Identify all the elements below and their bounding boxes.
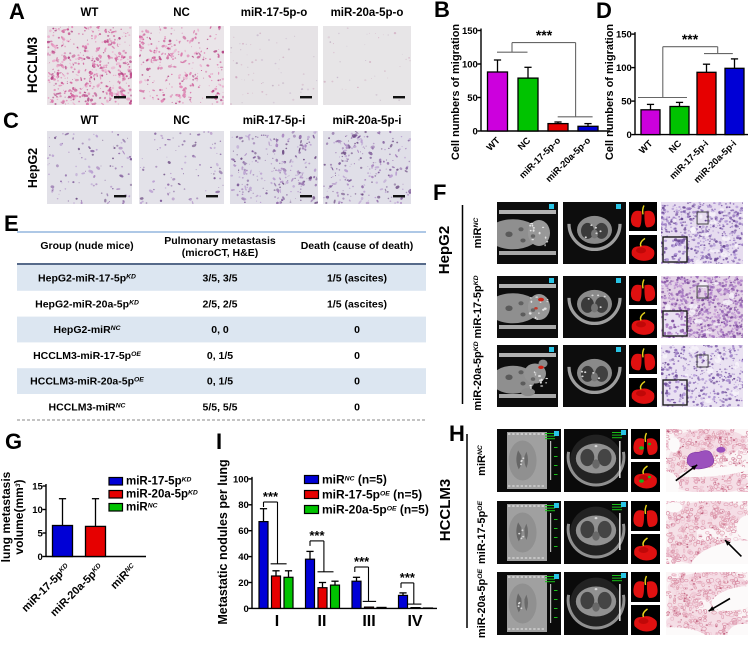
svg-text:HCCLM3-miRNC: HCCLM3-miRNC xyxy=(49,402,126,414)
svg-text:Death (cause of death): Death (cause of death) xyxy=(301,240,414,252)
svg-text:NC: NC xyxy=(173,115,190,127)
svg-text:5/5, 5/5: 5/5, 5/5 xyxy=(202,402,237,414)
svg-text:Cell numbers of migration: Cell numbers of migration xyxy=(604,24,616,161)
svg-text:100: 100 xyxy=(233,474,249,485)
svg-text:0, 0: 0, 0 xyxy=(211,324,229,336)
svg-text:0: 0 xyxy=(473,126,478,137)
svg-text:***: *** xyxy=(354,554,370,569)
svg-text:***: *** xyxy=(536,27,553,43)
svg-text:0: 0 xyxy=(354,402,360,414)
svg-text:HepG2-miR-17-5pKD: HepG2-miR-17-5pKD xyxy=(38,273,136,285)
svg-text:IV: IV xyxy=(407,613,422,630)
svg-text:60: 60 xyxy=(238,526,249,537)
svg-text:0: 0 xyxy=(38,552,43,563)
svg-text:miRNC (n=5): miRNC (n=5) xyxy=(322,473,387,487)
svg-text:0: 0 xyxy=(354,376,360,388)
svg-text:F: F xyxy=(433,180,446,205)
svg-text:miR-17-5p-o: miR-17-5p-o xyxy=(241,7,307,19)
svg-text:150: 150 xyxy=(616,30,632,41)
svg-text:miR-20a-5pOE: miR-20a-5pOE xyxy=(476,568,488,638)
svg-text:0: 0 xyxy=(627,130,632,141)
svg-text:miR-20a-5pKD: miR-20a-5pKD xyxy=(472,341,484,410)
svg-text:0: 0 xyxy=(244,604,249,615)
svg-text:0, 1/5: 0, 1/5 xyxy=(207,376,233,388)
svg-text:volume(mm3): volume(mm3) xyxy=(12,479,26,554)
svg-text:3/5, 3/5: 3/5, 3/5 xyxy=(202,273,237,285)
svg-text:G: G xyxy=(5,429,22,454)
svg-text:WT: WT xyxy=(81,115,99,127)
svg-text:miR-20a-5pKD: miR-20a-5pKD xyxy=(126,489,198,501)
svg-text:40: 40 xyxy=(238,552,249,563)
svg-text:***: *** xyxy=(682,31,699,47)
svg-text:HCCLM3-miR-17-5pOE: HCCLM3-miR-17-5pOE xyxy=(33,350,141,362)
svg-text:III: III xyxy=(362,613,375,630)
svg-text:1/5 (ascites): 1/5 (ascites) xyxy=(327,273,387,285)
svg-text:Group (nude mice): Group (nude mice) xyxy=(40,240,133,252)
svg-text:II: II xyxy=(318,613,327,630)
svg-text:H: H xyxy=(449,421,465,446)
svg-text:0: 0 xyxy=(354,324,360,336)
svg-text:***: *** xyxy=(309,528,325,543)
svg-text:0: 0 xyxy=(354,350,360,362)
svg-text:B: B xyxy=(434,0,450,22)
svg-text:HCCLM3: HCCLM3 xyxy=(25,36,40,93)
svg-text:HepG2-miRNC: HepG2-miRNC xyxy=(53,324,120,336)
svg-text:I: I xyxy=(216,429,222,454)
svg-text:15: 15 xyxy=(32,481,43,492)
svg-text:C: C xyxy=(3,108,19,133)
svg-text:NC: NC xyxy=(173,7,190,19)
svg-text:Cell numbers of migration: Cell numbers of migration xyxy=(450,24,462,161)
svg-text:***: *** xyxy=(400,570,416,585)
svg-text:150: 150 xyxy=(462,26,478,37)
svg-text:100: 100 xyxy=(462,59,478,70)
svg-text:miR-17-5pOE (n=5): miR-17-5pOE (n=5) xyxy=(322,488,422,502)
svg-text:1/5 (ascites): 1/5 (ascites) xyxy=(327,298,387,310)
svg-text:10: 10 xyxy=(32,505,43,516)
svg-text:HepG2: HepG2 xyxy=(26,148,40,188)
svg-text:A: A xyxy=(9,0,25,24)
svg-text:E: E xyxy=(4,211,19,236)
svg-text:miR-20a-5p-i: miR-20a-5p-i xyxy=(332,115,401,127)
svg-text:50: 50 xyxy=(467,93,478,104)
svg-text:***: *** xyxy=(263,489,279,504)
svg-text:HepG2: HepG2 xyxy=(436,226,453,274)
svg-text:80: 80 xyxy=(238,500,249,511)
svg-text:20: 20 xyxy=(238,578,249,589)
svg-text:Metastatic nodules per lung: Metastatic nodules per lung xyxy=(216,459,230,624)
svg-text:miR-20a-5p-o: miR-20a-5p-o xyxy=(331,7,404,19)
svg-text:miR-17-5p-i: miR-17-5p-i xyxy=(243,115,306,127)
svg-text:5: 5 xyxy=(38,528,44,539)
svg-text:HCCLM3: HCCLM3 xyxy=(437,479,454,542)
svg-text:HCCLM3-miR-20a-5pOE: HCCLM3-miR-20a-5pOE xyxy=(30,376,144,388)
svg-text:2/5, 2/5: 2/5, 2/5 xyxy=(202,298,237,310)
svg-text:D: D xyxy=(596,0,612,23)
svg-text:50: 50 xyxy=(621,97,632,108)
svg-text:miR-20a-5pOE (n=5): miR-20a-5pOE (n=5) xyxy=(322,503,429,517)
svg-text:WT: WT xyxy=(81,7,99,19)
svg-text:0, 1/5: 0, 1/5 xyxy=(207,350,233,362)
svg-text:I: I xyxy=(275,613,279,630)
svg-text:Pulmonary metastasis: Pulmonary metastasis xyxy=(164,235,276,247)
svg-text:HepG2-miR-20a-5pKD: HepG2-miR-20a-5pKD xyxy=(35,298,139,310)
svg-text:(microCT, H&E): (microCT, H&E) xyxy=(182,247,258,259)
svg-text:100: 100 xyxy=(616,63,632,74)
